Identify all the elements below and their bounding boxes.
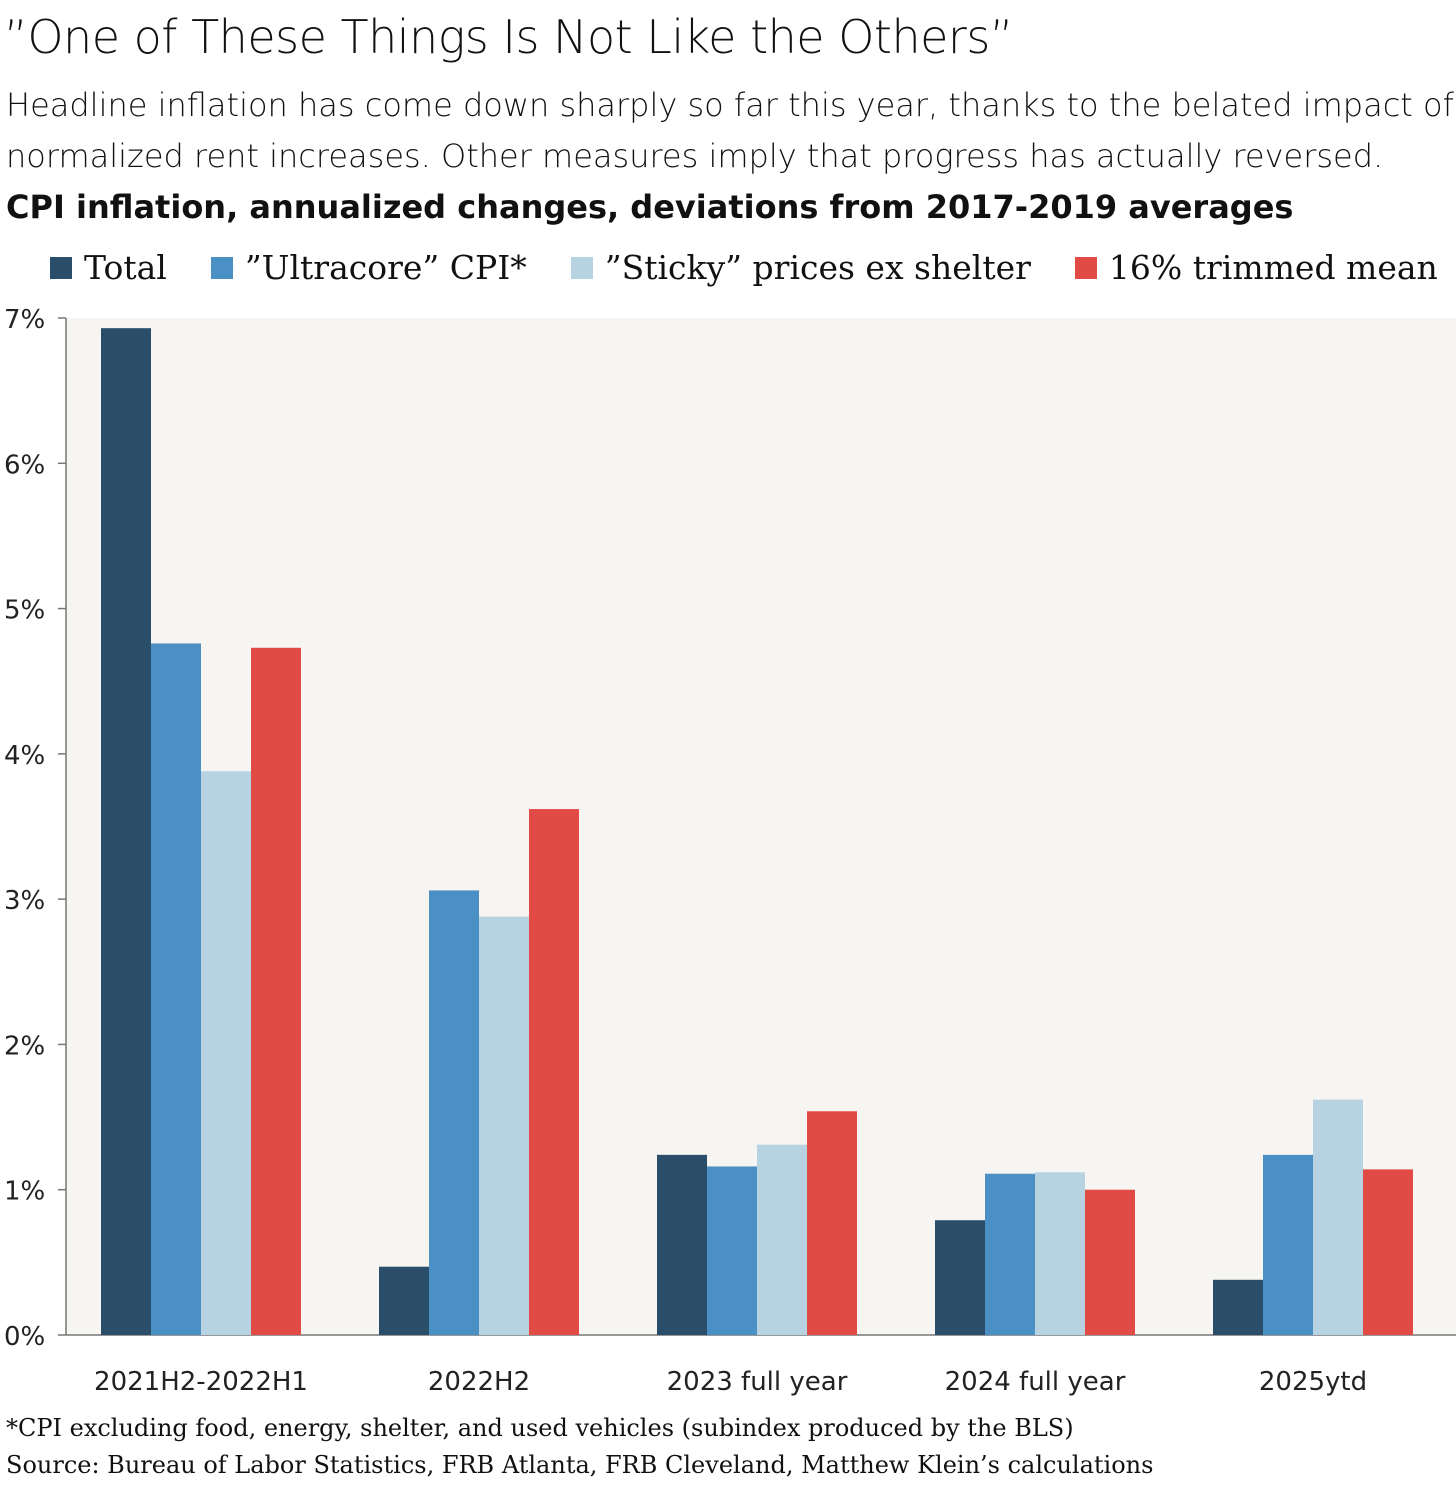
legend-swatch xyxy=(50,256,72,279)
bar xyxy=(201,771,251,1335)
bar xyxy=(657,1154,707,1335)
bar xyxy=(1035,1172,1085,1335)
x-tick-label: 2025ytd xyxy=(1259,1367,1367,1397)
x-tick-label: 2022H2 xyxy=(428,1367,530,1397)
legend: Total ”Ultracore” CPI* ”Sticky” prices ex … xyxy=(50,248,1438,287)
legend-item: ”Sticky” prices ex shelter xyxy=(570,248,1031,287)
legend-swatch xyxy=(1074,256,1097,279)
bar xyxy=(101,328,151,1335)
bar xyxy=(479,916,529,1335)
x-tick-label: 2024 full year xyxy=(945,1367,1126,1397)
footer: *CPI excluding food, energy, shelter, an… xyxy=(6,1410,1153,1484)
legend-item: Total xyxy=(50,248,167,287)
bar xyxy=(707,1166,757,1335)
legend-label: 16% trimmed mean xyxy=(1108,248,1438,287)
bar xyxy=(429,890,479,1335)
bar xyxy=(935,1220,985,1335)
y-tick-label: 7% xyxy=(4,305,45,335)
chart-heading: CPI inflation, annualized changes, devia… xyxy=(6,188,1294,226)
bar xyxy=(251,647,301,1335)
legend-swatch xyxy=(210,256,233,279)
bar xyxy=(985,1173,1035,1335)
legend-label: ”Sticky” prices ex shelter xyxy=(604,248,1031,287)
bar xyxy=(807,1111,857,1335)
y-tick-label: 2% xyxy=(4,1031,45,1061)
source-note: Source: Bureau of Labor Statistics, FRB … xyxy=(6,1451,1154,1479)
legend-item: 16% trimmed mean xyxy=(1074,248,1438,287)
bar xyxy=(379,1266,429,1335)
footnote: *CPI excluding food, energy, shelter, an… xyxy=(6,1414,1074,1442)
bar xyxy=(1363,1169,1413,1335)
x-tick-label: 2023 full year xyxy=(667,1367,848,1397)
y-tick-label: 5% xyxy=(4,596,45,626)
legend-label: ”Ultracore” CPI* xyxy=(244,248,527,287)
legend-swatch xyxy=(570,256,593,279)
bar xyxy=(1263,1154,1313,1335)
y-tick-label: 0% xyxy=(4,1322,45,1352)
bar xyxy=(1313,1099,1363,1335)
bar xyxy=(529,809,579,1335)
bar xyxy=(1085,1189,1135,1335)
y-tick-label: 6% xyxy=(4,450,45,480)
bar xyxy=(1213,1279,1263,1335)
y-tick-label: 1% xyxy=(4,1177,45,1207)
chart-subtitle: Headline inflation has come down sharply… xyxy=(6,86,1454,175)
legend-label: Total xyxy=(84,248,167,287)
y-tick-label: 4% xyxy=(4,741,45,771)
chart-title: ”One of These Things Is Not Like the Oth… xyxy=(4,10,1014,64)
x-tick-label: 2021H2-2022H1 xyxy=(94,1367,308,1397)
bar xyxy=(151,643,201,1335)
legend-item: ”Ultracore” CPI* xyxy=(210,248,527,287)
y-tick-label: 3% xyxy=(4,886,45,916)
bar xyxy=(757,1144,807,1335)
